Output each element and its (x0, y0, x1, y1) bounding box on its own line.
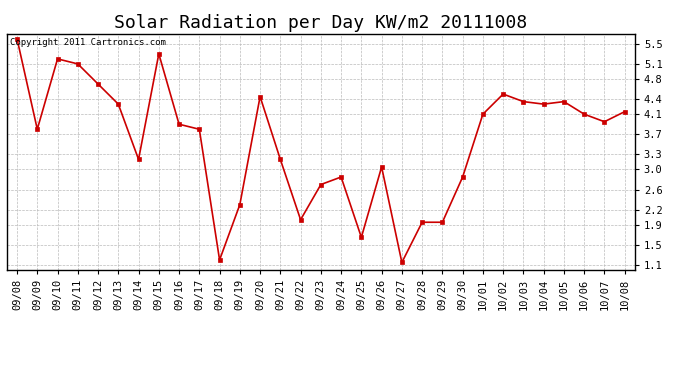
Text: Copyright 2011 Cartronics.com: Copyright 2011 Cartronics.com (10, 39, 166, 48)
Title: Solar Radiation per Day KW/m2 20111008: Solar Radiation per Day KW/m2 20111008 (115, 14, 527, 32)
